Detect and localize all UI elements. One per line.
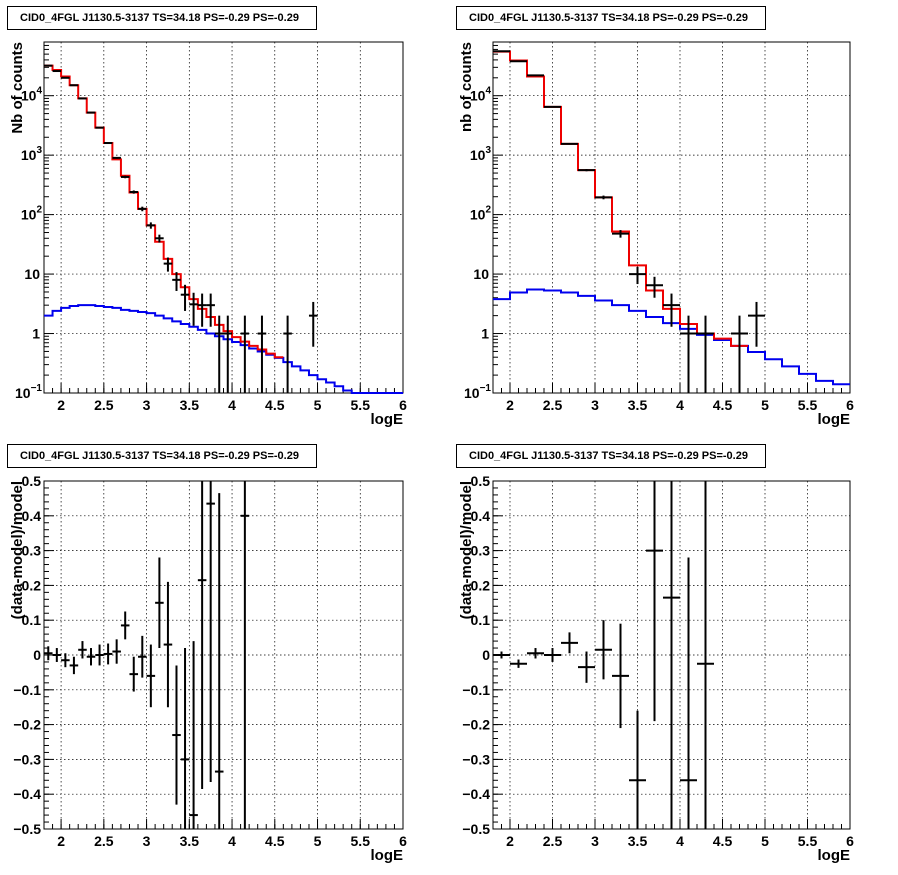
y-tick-label: 102 xyxy=(470,205,492,223)
chart-panel-residuals-right: 2 2.5 3 3.5 4 4.5 5 5.5 6 −0.5 −0.4 −0.3 −0.2 −0.1 0 0.… xyxy=(449,437,898,875)
x-tick-label: 2 xyxy=(57,397,65,413)
x-tick-label: 6 xyxy=(846,397,854,413)
y-tick-label: 104 xyxy=(470,86,492,104)
x-tick-label: 2.5 xyxy=(94,397,114,413)
residuals-left-svg: 2 2.5 3 3.5 4 4.5 5 5.5 6 −0.5 −0.4 −0.3 −0.2 −0.1 0 0.… xyxy=(9,473,407,864)
x-tick-label: 3.5 xyxy=(628,397,648,413)
y-tick-label: −0.1 xyxy=(13,682,41,698)
y-tick-label: 10 xyxy=(473,266,489,282)
x-tick-label: 2.5 xyxy=(543,833,563,849)
y-tick-label: 0.4 xyxy=(22,508,42,524)
x-tick-label: 3 xyxy=(143,397,151,413)
y-tick-label: 0.3 xyxy=(471,543,491,559)
x-tick-label: 4.5 xyxy=(713,833,733,849)
x-tick-label: 4.5 xyxy=(265,397,285,413)
y-axis-label: Nb of counts xyxy=(9,42,26,134)
y-tick-label: 0.4 xyxy=(471,508,491,524)
x-tick-label: 5 xyxy=(314,397,322,413)
x-tick-label: 5.5 xyxy=(798,833,818,849)
x-tick-label: 2.5 xyxy=(543,397,563,413)
counts-right-svg: 2 2.5 3 3.5 4 4.5 5 5.5 6 10−1 1 10 102 103 104 logE nb … xyxy=(458,41,854,428)
x-tick-label: 2 xyxy=(57,833,65,849)
y-tick-label: −0.5 xyxy=(462,821,490,837)
x-tick-label: 6 xyxy=(399,397,407,413)
chart-panel-residuals-left: 2 2.5 3 3.5 4 4.5 5 5.5 6 −0.5 −0.4 −0.3 −0.2 −0.1 0 0.… xyxy=(0,437,449,875)
y-tick-label: 10 xyxy=(24,266,40,282)
y-tick-label: 0.1 xyxy=(471,612,491,628)
counts-left-svg: 2 2.5 3 3.5 4 4.5 5 5.5 6 10−1 1 10 102 103 104 logE Nb … xyxy=(9,41,407,428)
x-tick-label: 4.5 xyxy=(265,833,285,849)
x-tick-label: 6 xyxy=(399,833,407,849)
y-tick-label: 0.5 xyxy=(22,473,42,489)
y-tick-label: 10−1 xyxy=(464,383,491,401)
y-tick-label: 1 xyxy=(481,326,489,342)
residuals-right-svg: 2 2.5 3 3.5 4 4.5 5 5.5 6 −0.5 −0.4 −0.3 −0.2 −0.1 0 0.… xyxy=(458,473,854,864)
x-axis-label: logE xyxy=(818,847,851,864)
y-tick-label: 102 xyxy=(21,205,43,223)
y-tick-label: 10−1 xyxy=(15,383,42,401)
y-tick-label: −0.2 xyxy=(462,717,490,733)
x-tick-label: 2.5 xyxy=(94,833,114,849)
chart-panel-counts-left: 2 2.5 3 3.5 4 4.5 5 5.5 6 10−1 1 10 102 103 104 logE Nb … xyxy=(0,0,449,437)
y-tick-label: 103 xyxy=(470,145,492,163)
x-tick-label: 3.5 xyxy=(180,833,200,849)
y-tick-label: 104 xyxy=(21,86,43,104)
x-axis-label: logE xyxy=(818,411,851,428)
y-tick-label: −0.2 xyxy=(13,717,41,733)
chart-title-counts-right: CID0_4FGL J1130.5-3137 TS=34.18 PS=-0.29… xyxy=(456,6,766,30)
plot-frame xyxy=(43,41,404,394)
y-tick-label: 0 xyxy=(33,647,41,663)
x-tick-label: 3 xyxy=(591,833,599,849)
chart-title-residuals-left: CID0_4FGL J1130.5-3137 TS=34.18 PS=-0.29… xyxy=(7,444,317,468)
x-tick-label: 2 xyxy=(506,397,514,413)
x-tick-label: 3.5 xyxy=(180,397,200,413)
model-step-line xyxy=(44,304,403,394)
x-tick-label: 3.5 xyxy=(628,833,648,849)
x-tick-label: 5.5 xyxy=(351,833,371,849)
x-tick-label: 4 xyxy=(676,833,684,849)
x-tick-label: 4 xyxy=(676,397,684,413)
chart-panel-counts-right: 2 2.5 3 3.5 4 4.5 5 5.5 6 10−1 1 10 102 103 104 logE nb … xyxy=(449,0,898,437)
y-axis-label: (data-model)/model xyxy=(9,481,26,619)
y-axis-label: (data-model)/model xyxy=(458,481,475,619)
y-tick-label: −0.1 xyxy=(462,682,490,698)
chart-title-residuals-right: CID0_4FGL J1130.5-3137 TS=34.18 PS=-0.29… xyxy=(456,444,766,468)
x-tick-label: 3 xyxy=(591,397,599,413)
y-tick-label: −0.4 xyxy=(462,786,490,802)
x-tick-label: 4 xyxy=(228,833,236,849)
x-axis-label: logE xyxy=(371,411,404,428)
y-tick-label: 0.5 xyxy=(471,473,491,489)
x-tick-label: 5 xyxy=(314,833,322,849)
y-tick-label: −0.4 xyxy=(13,786,41,802)
x-axis-label: logE xyxy=(371,847,404,864)
y-tick-label: 0.3 xyxy=(22,543,42,559)
y-axis-label: nb of counts xyxy=(458,42,475,132)
y-tick-label: 0.2 xyxy=(22,577,42,593)
x-tick-label: 5 xyxy=(761,833,769,849)
x-tick-label: 3 xyxy=(143,833,151,849)
y-tick-label: −0.5 xyxy=(13,821,41,837)
chart-title-counts-left: CID0_4FGL J1130.5-3137 TS=34.18 PS=-0.29… xyxy=(7,6,317,30)
x-tick-label: 5 xyxy=(761,397,769,413)
x-tick-label: 6 xyxy=(846,833,854,849)
y-tick-label: −0.3 xyxy=(462,751,490,767)
y-tick-label: 0.1 xyxy=(22,612,42,628)
x-tick-label: 4 xyxy=(228,397,236,413)
y-tick-label: −0.3 xyxy=(13,751,41,767)
y-tick-label: 0 xyxy=(482,647,490,663)
plot-frame xyxy=(492,41,851,394)
y-tick-label: 0.2 xyxy=(471,577,491,593)
model-step-line xyxy=(44,64,284,359)
x-tick-label: 2 xyxy=(506,833,514,849)
y-tick-label: 103 xyxy=(21,145,43,163)
x-tick-label: 5.5 xyxy=(798,397,818,413)
x-tick-label: 4.5 xyxy=(713,397,733,413)
x-tick-label: 5.5 xyxy=(351,397,371,413)
y-tick-label: 1 xyxy=(32,326,40,342)
